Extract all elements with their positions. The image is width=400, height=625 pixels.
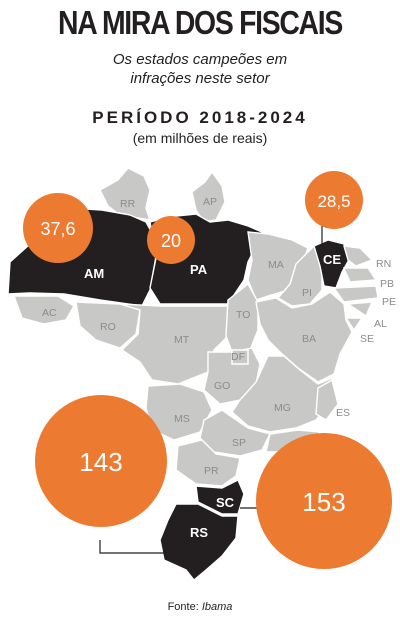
label-to: TO bbox=[236, 309, 250, 321]
label-es: ES bbox=[336, 407, 350, 419]
subtitle-line-2: infrações neste setor bbox=[130, 70, 270, 87]
state-rn bbox=[343, 245, 374, 267]
label-pi: PI bbox=[302, 287, 312, 299]
label-rr: RR bbox=[120, 198, 136, 210]
label-am: AM bbox=[84, 266, 104, 281]
label-mt: MT bbox=[174, 334, 190, 346]
label-al: AL bbox=[374, 318, 387, 330]
label-ro: RO bbox=[100, 321, 116, 333]
label-ba: BA bbox=[302, 333, 316, 345]
period-heading: PERÍODO 2018-2024 bbox=[92, 108, 308, 127]
bubble-rs bbox=[35, 395, 167, 527]
state-ac bbox=[13, 295, 75, 325]
label-sp: SP bbox=[232, 437, 246, 449]
value-sc: 153 bbox=[302, 487, 345, 517]
value-rs: 143 bbox=[79, 447, 122, 477]
value-pa: 20 bbox=[161, 231, 181, 251]
label-ap: AP bbox=[203, 196, 217, 208]
bubble-ce bbox=[305, 171, 363, 229]
state-to bbox=[225, 282, 259, 353]
label-rn: RN bbox=[376, 258, 391, 270]
state-ap bbox=[191, 170, 226, 223]
subtitle-line-1: Os estados campeões em bbox=[112, 51, 288, 68]
source-name: Ibama bbox=[201, 601, 233, 613]
source-label: Fonte: bbox=[167, 601, 202, 613]
state-rr bbox=[99, 167, 152, 221]
label-pr: PR bbox=[204, 465, 219, 477]
label-sc: SC bbox=[216, 495, 235, 510]
state-df bbox=[231, 349, 249, 365]
label-se: SE bbox=[360, 333, 374, 345]
value-ce: 28,5 bbox=[317, 192, 350, 211]
value-am: 37,6 bbox=[40, 219, 75, 239]
state-sc bbox=[195, 479, 245, 515]
leader-rs bbox=[99, 540, 164, 554]
page-title: NA MIRA DOS FISCAIS bbox=[57, 4, 343, 41]
state-rs bbox=[159, 503, 239, 581]
label-mg: MG bbox=[274, 402, 291, 414]
label-pa: PA bbox=[190, 262, 208, 277]
source-note: Fonte: Ibama bbox=[0, 601, 400, 613]
label-df: DF bbox=[231, 351, 245, 363]
label-pe: PE bbox=[382, 296, 396, 308]
label-rs: RS bbox=[190, 525, 208, 540]
label-ce: CE bbox=[323, 252, 341, 267]
state-ba bbox=[255, 291, 353, 383]
unit-label: (em milhões de reais) bbox=[132, 130, 268, 146]
state-es bbox=[315, 378, 339, 421]
label-ma: MA bbox=[268, 259, 284, 271]
subtitle: Os estados campeões em infrações neste s… bbox=[0, 50, 400, 88]
bubble-pa bbox=[147, 216, 195, 264]
state-ce bbox=[313, 239, 351, 289]
label-ms: MS bbox=[174, 413, 190, 425]
state-pr bbox=[175, 439, 241, 487]
state-se bbox=[344, 317, 364, 332]
state-al bbox=[345, 301, 374, 318]
bubble-sc bbox=[256, 433, 392, 569]
state-pe bbox=[332, 285, 379, 303]
label-go: GO bbox=[214, 380, 230, 392]
label-ac: AC bbox=[42, 307, 57, 319]
state-pb bbox=[342, 267, 378, 283]
bubble-am bbox=[23, 193, 93, 263]
label-pb: PB bbox=[380, 278, 394, 290]
